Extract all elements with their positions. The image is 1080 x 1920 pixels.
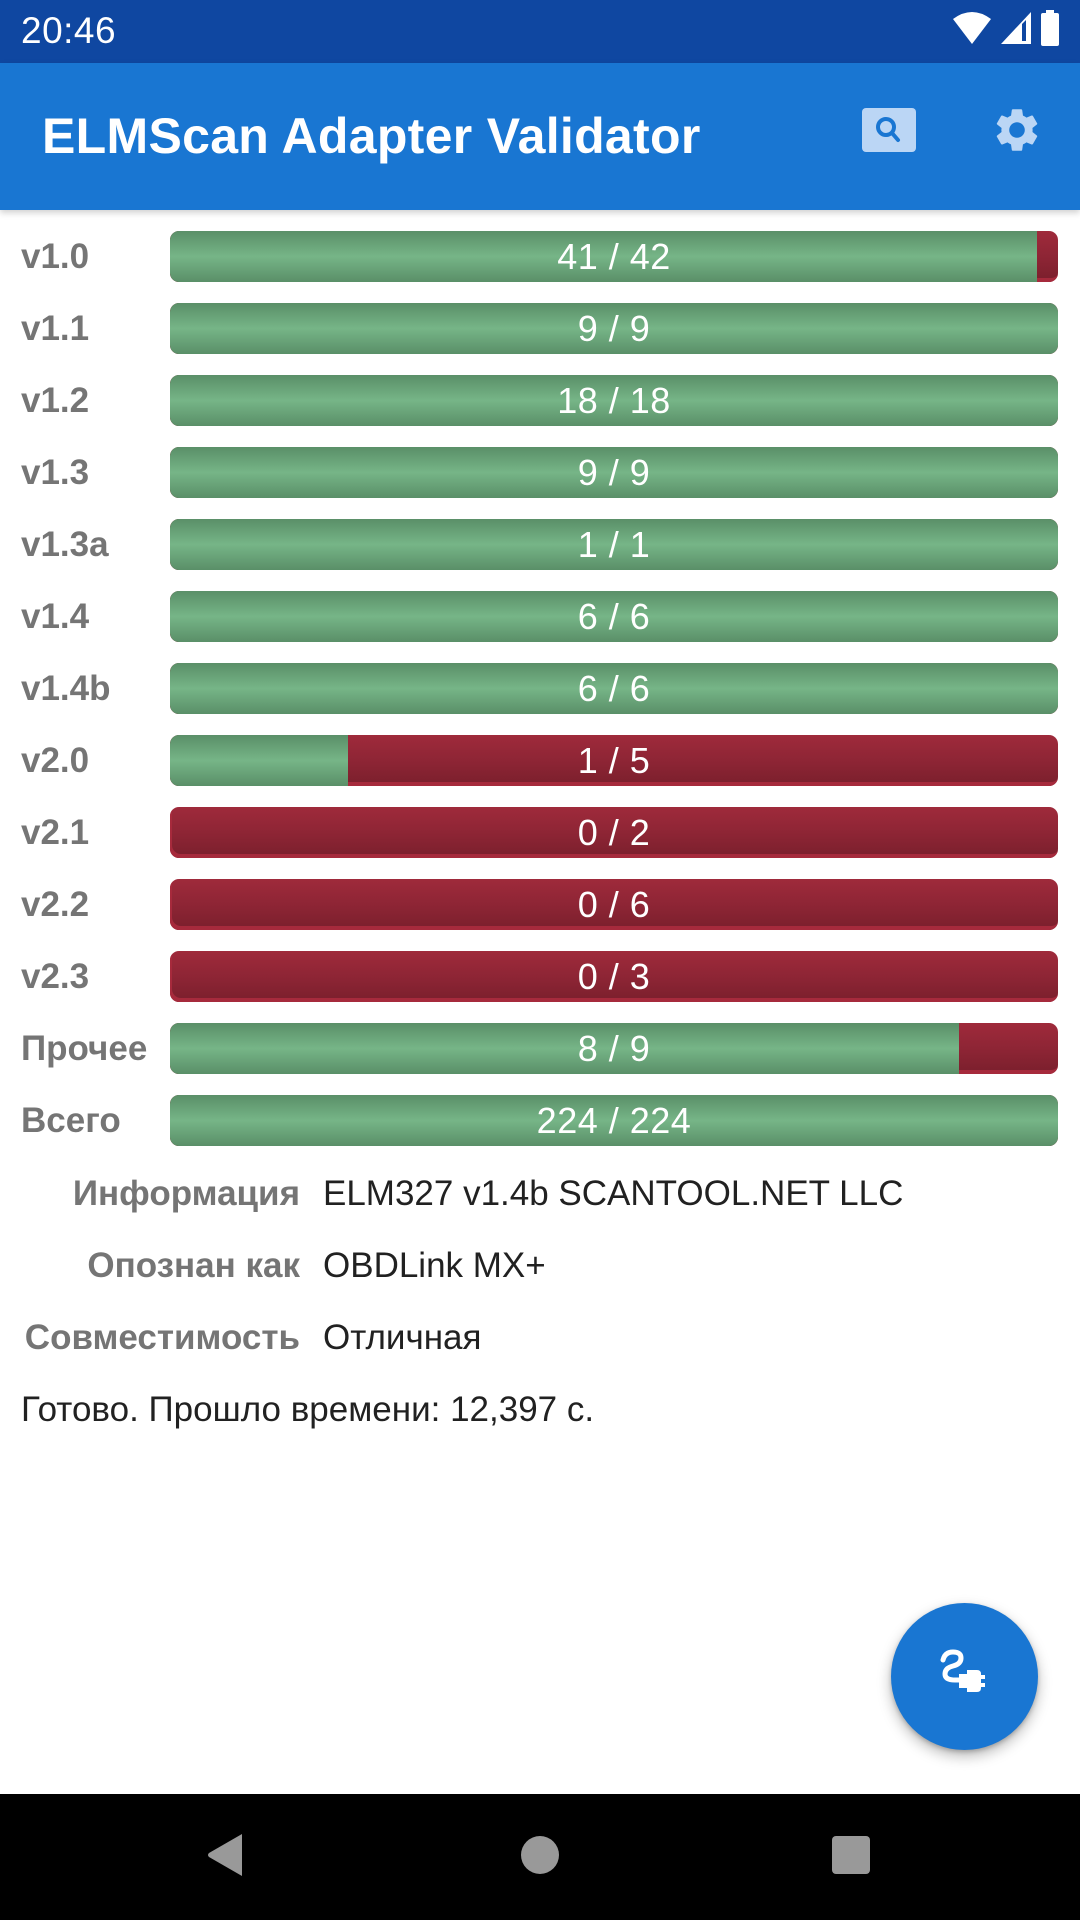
- version-label: v1.3: [21, 453, 90, 492]
- progress-bar: 6 / 6: [170, 591, 1058, 642]
- version-label: v1.1: [21, 309, 90, 348]
- progress-bar: 0 / 2: [170, 807, 1058, 858]
- progress-bar-text: 0 / 6: [577, 884, 651, 925]
- progress-bar-fill: [170, 231, 1037, 282]
- recents-icon: [831, 1835, 871, 1880]
- info-value: ELM327 v1.4b SCANTOOL.NET LLC: [323, 1174, 904, 1213]
- result-row: v2.1 0 / 2: [0, 807, 1080, 858]
- progress-bar-fill: [170, 447, 1058, 498]
- back-icon: [206, 1833, 244, 1882]
- version-label: v1.0: [21, 237, 90, 276]
- info-label: Опознан как: [87, 1246, 300, 1285]
- progress-bar: 224 / 224: [170, 1095, 1058, 1146]
- gear-icon: [991, 104, 1043, 161]
- version-label: Прочее: [21, 1029, 148, 1068]
- progress-bar-text: 9 / 9: [577, 308, 651, 349]
- progress-bar: 0 / 6: [170, 879, 1058, 930]
- progress-bar-fill: [170, 303, 1058, 354]
- home-icon: [520, 1835, 560, 1880]
- nav-back-button[interactable]: [195, 1833, 255, 1882]
- version-label: v1.4: [21, 597, 90, 636]
- result-row: v1.3 9 / 9: [0, 447, 1080, 498]
- progress-bar-text: 224 / 224: [536, 1100, 692, 1141]
- progress-bar: 8 / 9: [170, 1023, 1058, 1074]
- cell-signal-icon: [1000, 11, 1032, 50]
- progress-bar: 6 / 6: [170, 663, 1058, 714]
- info-value: OBDLink MX+: [323, 1246, 546, 1285]
- result-row: v1.1 9 / 9: [0, 303, 1080, 354]
- version-label: v1.2: [21, 381, 90, 420]
- connect-fab-button[interactable]: [891, 1603, 1038, 1750]
- search-button[interactable]: [852, 99, 926, 165]
- version-label: v1.3a: [21, 525, 109, 564]
- info-row: Совместимость Отличная: [0, 1312, 1080, 1364]
- progress-bar-text: 18 / 18: [557, 380, 671, 421]
- progress-bar: 1 / 1: [170, 519, 1058, 570]
- progress-bar-fill: [170, 519, 1058, 570]
- progress-bar: 18 / 18: [170, 375, 1058, 426]
- wifi-icon: [952, 11, 992, 50]
- result-row: v1.4b 6 / 6: [0, 663, 1080, 714]
- nav-recents-button[interactable]: [821, 1834, 881, 1880]
- progress-bar-fill: [170, 375, 1058, 426]
- result-row: v2.3 0 / 3: [0, 951, 1080, 1002]
- status-bar: 20:46: [0, 0, 1080, 63]
- search-icon: [862, 107, 916, 157]
- nav-home-button[interactable]: [510, 1834, 570, 1880]
- progress-bar: 9 / 9: [170, 447, 1058, 498]
- progress-bar-fill: [170, 735, 348, 786]
- result-row: Всего 224 / 224: [0, 1095, 1080, 1146]
- progress-bar-fill: [170, 1095, 1058, 1146]
- power-plug-icon: [937, 1646, 993, 1707]
- progress-bar-text: 6 / 6: [577, 596, 651, 637]
- result-row: v2.2 0 / 6: [0, 879, 1080, 930]
- progress-bar-fill: [170, 1023, 960, 1074]
- progress-bar-text: 1 / 1: [577, 524, 651, 565]
- status-time: 20:46: [21, 10, 117, 51]
- system-nav-bar: [0, 1794, 1080, 1920]
- status-message: Готово. Прошло времени: 12,397 с.: [21, 1390, 595, 1429]
- version-label: v2.3: [21, 957, 90, 996]
- info-row: Опознан как OBDLink MX+: [0, 1240, 1080, 1292]
- status-icons: [952, 9, 1060, 51]
- progress-bar-text: 1 / 5: [577, 740, 651, 781]
- progress-bar-text: 6 / 6: [577, 668, 651, 709]
- app-bar: ELMScan Adapter Validator: [0, 63, 1080, 210]
- progress-bar: 0 / 3: [170, 951, 1058, 1002]
- result-row: v1.0 41 / 42: [0, 231, 1080, 282]
- result-row: v2.0 1 / 5: [0, 735, 1080, 786]
- app-title: ELMScan Adapter Validator: [42, 108, 701, 164]
- info-row: Информация ELM327 v1.4b SCANTOOL.NET LLC: [0, 1168, 1080, 1220]
- progress-bar: 41 / 42: [170, 231, 1058, 282]
- settings-button[interactable]: [978, 97, 1056, 167]
- progress-bar-text: 41 / 42: [557, 236, 671, 277]
- result-row: v1.2 18 / 18: [0, 375, 1080, 426]
- progress-bar-text: 0 / 2: [577, 812, 651, 853]
- result-row: v1.3a 1 / 1: [0, 519, 1080, 570]
- progress-bar-fill: [170, 663, 1058, 714]
- progress-bar-text: 8 / 9: [577, 1028, 651, 1069]
- progress-bar-text: 9 / 9: [577, 452, 651, 493]
- info-value: Отличная: [323, 1318, 482, 1357]
- version-label: v1.4b: [21, 669, 111, 708]
- version-label: Всего: [21, 1101, 121, 1140]
- result-row: v1.4 6 / 6: [0, 591, 1080, 642]
- battery-icon: [1040, 9, 1060, 51]
- progress-bar: 1 / 5: [170, 735, 1058, 786]
- version-label: v2.0: [21, 741, 90, 780]
- info-label: Совместимость: [24, 1318, 300, 1357]
- result-row: Прочее 8 / 9: [0, 1023, 1080, 1074]
- version-label: v2.2: [21, 885, 90, 924]
- version-label: v2.1: [21, 813, 90, 852]
- progress-bar-fill: [170, 591, 1058, 642]
- info-label: Информация: [72, 1174, 300, 1213]
- progress-bar-text: 0 / 3: [577, 956, 651, 997]
- progress-bar: 9 / 9: [170, 303, 1058, 354]
